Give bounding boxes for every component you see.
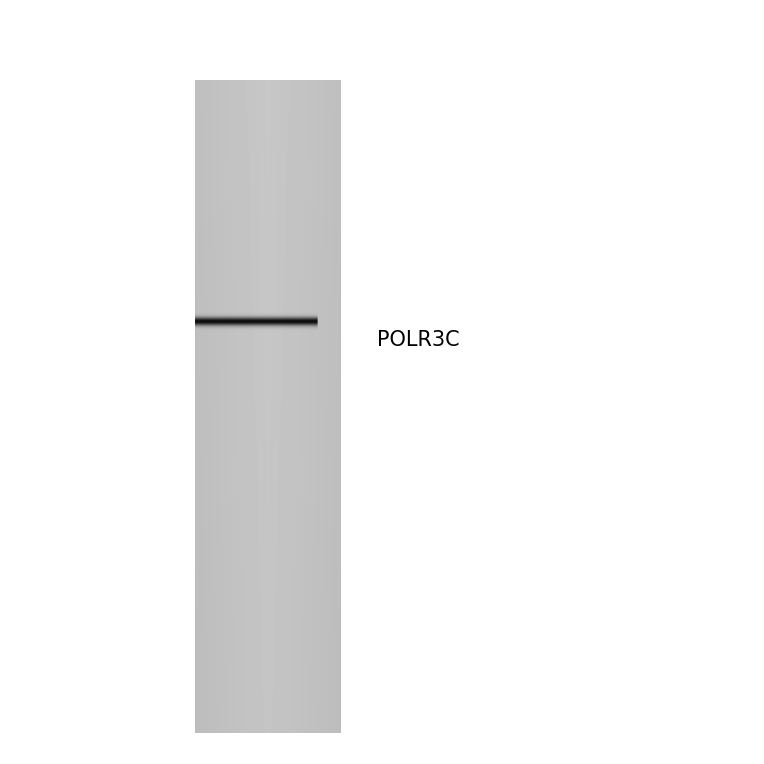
Text: 170: 170 (207, 172, 239, 190)
Text: 70: 70 (218, 241, 239, 260)
Text: K562: K562 (276, 121, 329, 141)
Text: 15: 15 (218, 532, 239, 549)
Text: 55: 55 (218, 281, 239, 299)
Text: 40: 40 (218, 330, 239, 348)
Text: 130: 130 (207, 189, 239, 206)
Text: 35: 35 (218, 366, 239, 384)
Text: 25: 25 (218, 409, 239, 426)
Text: 100: 100 (207, 210, 239, 228)
Text: POLR3C: POLR3C (377, 330, 459, 350)
